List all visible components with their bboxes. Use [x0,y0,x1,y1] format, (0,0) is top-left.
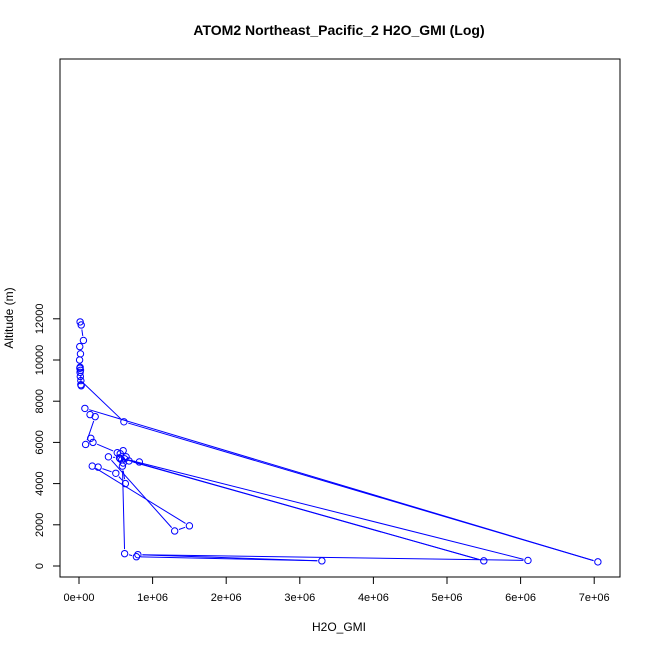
data-point [104,453,113,461]
data-point [76,318,84,326]
data-point [81,440,90,449]
data-point [77,376,85,385]
data-point [120,418,128,426]
y-tick-label: 0 [34,563,46,569]
data-point [318,557,326,565]
data-point [120,455,129,463]
data-point [185,522,194,530]
data-point [81,404,89,413]
data-point [119,459,127,467]
series-segment [89,409,594,562]
x-axis-label: H2O_GMI [312,620,366,634]
data-point [134,550,142,559]
data-point [89,438,97,447]
series-segment [81,329,84,337]
data-point [480,557,488,565]
series-segment [102,468,112,473]
data-point [76,342,84,351]
data-point [115,454,124,462]
series-segment [111,459,173,528]
y-tick-label: 10000 [34,345,46,376]
data-point [94,463,102,471]
data-point [87,434,95,442]
x-tick-label: 7e+06 [579,592,610,604]
y-tick-label: 12000 [34,304,46,335]
data-point [76,368,84,377]
data-point [75,356,84,364]
data-point [79,336,88,345]
data-point [112,469,120,477]
series-segment [122,470,126,480]
data-point [594,558,602,566]
data-point [524,556,532,565]
y-tick-label: 6000 [34,430,46,454]
data-point [170,527,179,535]
x-axis: 0e+00 1e+06 2e+06 3e+06 4e+06 5e+06 6e+06 7e+06 [64,576,610,604]
data-point [118,462,127,470]
data-point [91,412,99,421]
data-point [120,549,129,558]
y-tick-label: 4000 [34,471,46,495]
data-point [119,446,127,455]
x-tick-label: 4e+06 [358,592,389,604]
series-segment [128,459,524,560]
data-point [88,462,96,470]
x-tick-label: 3e+06 [284,592,315,604]
x-tick-label: 1e+06 [137,592,168,604]
y-axis-label: Altitude (m) [2,287,16,348]
data-point [77,382,85,390]
data-point [77,321,85,329]
plot-frame [59,58,621,578]
data-series [75,318,602,566]
series-segment [96,443,114,452]
series-segment [83,383,121,420]
data-point [132,553,141,561]
x-tick-label: 5e+06 [432,592,463,604]
series-segment [128,554,133,557]
y-tick-label: 8000 [34,389,46,413]
data-point [121,479,130,488]
series-segment [95,468,186,524]
y-tick-label: 2000 [34,513,46,537]
x-tick-label: 0e+00 [64,592,95,604]
y-axis: 0 2000 4000 6000 8000 10000 12000 [34,304,61,569]
chart-title: ATOM2 Northeast_Pacific_2 H2O_GMI (Log) [193,22,484,38]
data-point [135,458,144,466]
series-segment [123,458,480,561]
series-segment [142,554,318,562]
series-segment [122,470,126,550]
series-segment [118,476,123,481]
data-point [86,410,94,419]
series-segment [142,554,524,561]
series-segment [178,526,186,530]
data-point [76,350,85,358]
x-tick-label: 2e+06 [211,592,242,604]
x-tick-label: 6e+06 [505,592,536,604]
